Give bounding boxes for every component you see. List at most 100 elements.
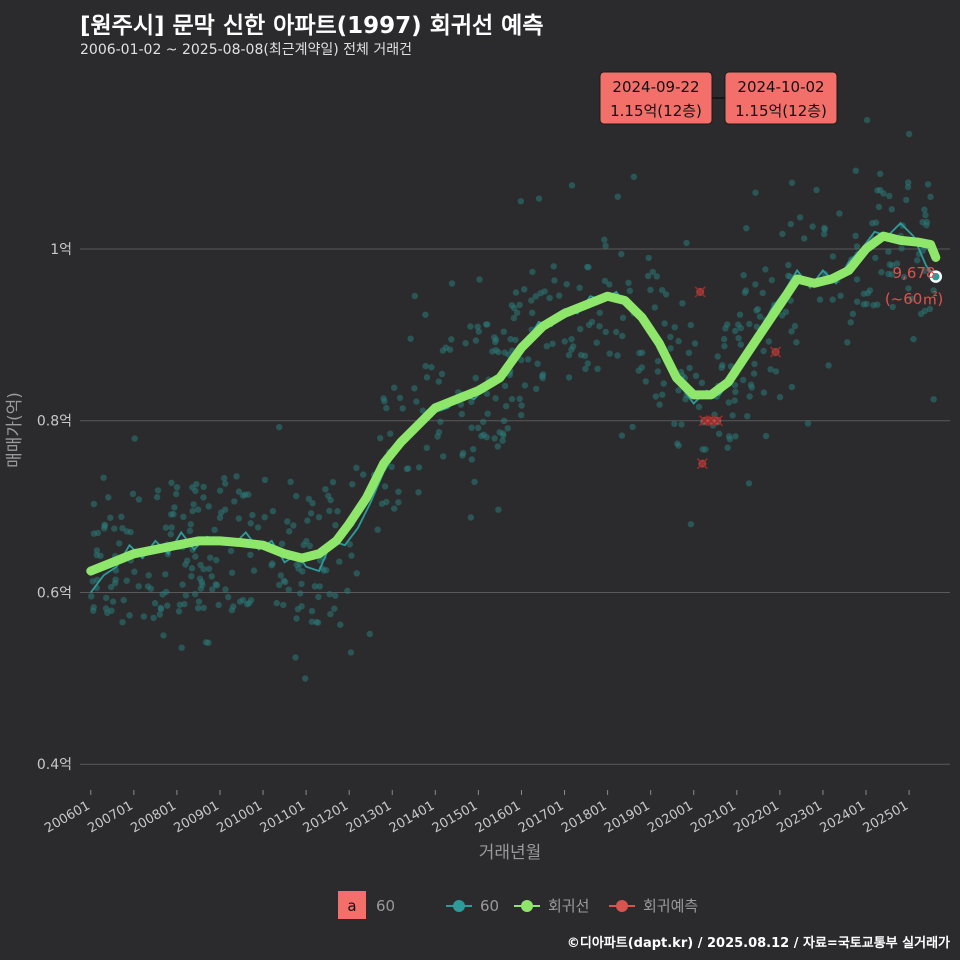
scatter-point bbox=[395, 488, 402, 495]
scatter-point bbox=[200, 494, 207, 501]
legend-regression-label: 회귀선 bbox=[548, 897, 589, 915]
last-area-label: (~60㎡) bbox=[885, 290, 943, 308]
scatter-point bbox=[735, 335, 742, 342]
callout-date: 2024-10-02 bbox=[737, 78, 824, 96]
scatter-point bbox=[332, 522, 339, 529]
scatter-point bbox=[503, 403, 510, 410]
scatter-point bbox=[532, 293, 539, 300]
scatter-point bbox=[462, 340, 469, 347]
scatter-point bbox=[308, 618, 316, 625]
scatter-point bbox=[816, 296, 824, 303]
scatter-point bbox=[227, 547, 235, 555]
scatter-point bbox=[254, 524, 262, 531]
scatter-point bbox=[157, 605, 165, 613]
scatter-point bbox=[500, 417, 508, 424]
legend-monthly-key-dot bbox=[453, 900, 465, 912]
scatter-point bbox=[435, 428, 443, 436]
scatter-point bbox=[135, 583, 142, 590]
scatter-point bbox=[247, 520, 254, 527]
scatter-point bbox=[170, 510, 177, 518]
scatter-point bbox=[273, 599, 280, 607]
scatter-point bbox=[100, 474, 107, 481]
scatter-point bbox=[188, 565, 196, 572]
scatter-point bbox=[476, 276, 483, 283]
legend-key-letter: a bbox=[347, 897, 356, 915]
scatter-point bbox=[346, 541, 353, 548]
scatter-point bbox=[285, 586, 292, 593]
scatter-point bbox=[888, 271, 895, 278]
scatter-point bbox=[507, 336, 514, 343]
scatter-point bbox=[381, 483, 389, 490]
scatter-point bbox=[629, 423, 636, 431]
scatter-point bbox=[619, 314, 627, 321]
scatter-point bbox=[160, 632, 167, 639]
scatter-point bbox=[821, 224, 828, 232]
scatter-point bbox=[216, 487, 224, 494]
scatter-point bbox=[215, 601, 222, 609]
scatter-point bbox=[614, 193, 621, 200]
scatter-point bbox=[584, 263, 591, 271]
scatter-point bbox=[667, 333, 674, 341]
scatter-point bbox=[732, 388, 739, 395]
y-tick-label: 1억 bbox=[50, 242, 72, 258]
scatter-point bbox=[866, 287, 874, 294]
scatter-point bbox=[625, 279, 632, 286]
scatter-point bbox=[511, 304, 518, 312]
scatter-point bbox=[725, 433, 733, 440]
x-tick-label: 201701 bbox=[516, 798, 566, 836]
scatter-point bbox=[109, 598, 117, 605]
scatter-point bbox=[395, 499, 402, 506]
scatter-point bbox=[222, 586, 229, 593]
scatter-point bbox=[205, 503, 212, 510]
scatter-point bbox=[793, 339, 800, 346]
scatter-point bbox=[543, 343, 550, 350]
scatter-point bbox=[568, 336, 575, 343]
scatter-point bbox=[905, 285, 912, 292]
scatter-point bbox=[602, 328, 609, 336]
scatter-point bbox=[888, 206, 895, 213]
scatter-point bbox=[209, 586, 216, 593]
x-tick-label: 202501 bbox=[861, 798, 911, 836]
scatter-point bbox=[484, 410, 491, 417]
scatter-point bbox=[164, 602, 171, 609]
scatter-point bbox=[606, 281, 613, 288]
scatter-point bbox=[195, 598, 203, 605]
scatter-point bbox=[601, 236, 608, 243]
scatter-point bbox=[731, 397, 738, 404]
scatter-point bbox=[685, 349, 693, 356]
scatter-point bbox=[387, 430, 394, 437]
scatter-point bbox=[791, 322, 799, 330]
scatter-point bbox=[893, 260, 901, 267]
last-point-marker bbox=[929, 270, 943, 283]
x-tick-label: 202101 bbox=[688, 798, 738, 836]
scatter-point bbox=[853, 276, 861, 283]
scatter-point bbox=[744, 413, 751, 420]
scatter-point bbox=[900, 273, 908, 281]
scatter-point bbox=[442, 344, 450, 351]
scatter-point bbox=[570, 343, 577, 350]
scatter-point bbox=[192, 553, 199, 560]
scatter-point bbox=[596, 309, 603, 316]
scatter-point bbox=[129, 490, 137, 497]
scatter-point bbox=[499, 437, 506, 444]
chart-subtitle: 2006-01-02 ~ 2025-08-08(최근계약일) 전체 거래건 bbox=[80, 42, 412, 58]
scatter-point bbox=[315, 593, 322, 601]
x-tick-label: 201001 bbox=[215, 798, 265, 836]
scatter-point bbox=[459, 452, 466, 459]
scatter-point bbox=[119, 619, 126, 626]
x-tick-label: 202201 bbox=[731, 798, 781, 836]
scatter-point bbox=[767, 366, 774, 373]
scatter-point bbox=[649, 268, 656, 276]
scatter-point bbox=[678, 421, 685, 428]
scatter-point bbox=[173, 484, 181, 491]
scatter-point bbox=[745, 480, 753, 487]
prediction-points bbox=[694, 286, 782, 470]
scatter-point bbox=[725, 399, 732, 406]
scatter-point bbox=[329, 478, 337, 486]
scatter-point bbox=[732, 327, 739, 335]
scatter-point bbox=[661, 320, 668, 327]
scatter-point bbox=[119, 525, 126, 532]
scatter-point bbox=[825, 362, 832, 369]
scatter-point bbox=[776, 393, 784, 401]
